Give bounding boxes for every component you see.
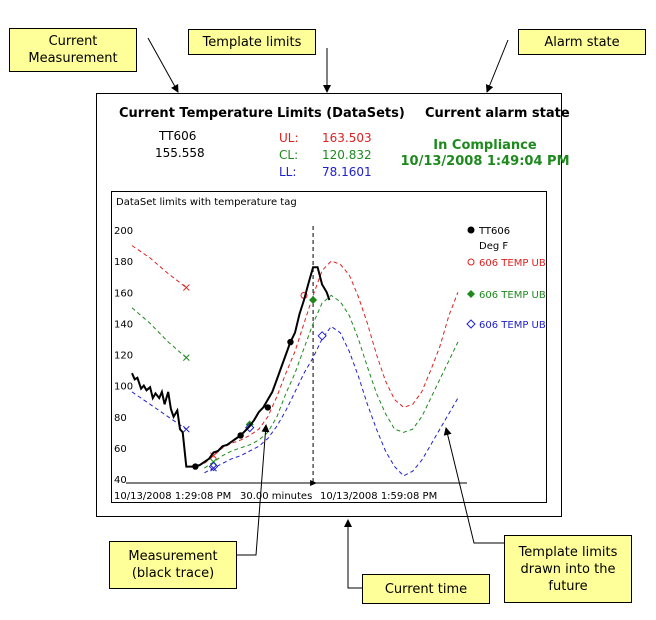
x-label-span: 30.00 minutes [240, 491, 312, 502]
legend-marker-circle [467, 258, 475, 266]
series-tt606-line [131, 266, 331, 468]
y-tick-label: 100 [114, 382, 133, 393]
x-label-start: 10/13/2008 1:29:08 PM [114, 491, 231, 502]
legend-label: 606 TEMP UB.UL [479, 258, 546, 269]
series-606-temp-ub-cl-past-end-marker [182, 354, 190, 361]
series-tt606-marker [237, 432, 244, 439]
current-temperature-title: Current Temperature [119, 106, 273, 121]
callout-alarm-state: Alarm state [518, 29, 646, 55]
display-panel: Current Temperature TT606 155.558 Limits… [96, 93, 570, 517]
callout-measurement: Measurement (black trace) [109, 541, 237, 589]
legend-label: 606 TEMP UB.LL [479, 320, 546, 331]
series-606-temp-ub-ll-line [204, 325, 459, 477]
series-606-temp-ub-cl-past [131, 307, 187, 358]
y-tick-label: 80 [114, 413, 127, 424]
x-label-end: 10/13/2008 1:59:08 PM [320, 491, 437, 502]
cl-label: CL: [279, 148, 299, 162]
series-tt606-marker [264, 404, 272, 411]
chart-title: DataSet limits with temperature tag [116, 197, 297, 208]
legend-unit: Deg F [479, 241, 508, 252]
ll-label: LL: [279, 165, 297, 179]
series-606-temp-ub-cl-line [204, 294, 459, 469]
y-tick-label: 200 [114, 226, 133, 237]
alarm-title: Current alarm state [425, 106, 570, 121]
series-tt606-marker [192, 463, 199, 470]
callout-current-measurement: Current Measurement [9, 28, 137, 72]
arrow-current-measurement [147, 37, 179, 93]
y-tick-label: 120 [114, 351, 133, 362]
ul-value: 163.503 [322, 131, 372, 145]
limits-title: Limits (DataSets) [277, 106, 405, 121]
legend-marker-diamond [467, 290, 475, 298]
series-606-temp-ub-ll-past [131, 391, 187, 430]
series-tt606-marker [287, 338, 294, 346]
arrow-current-time [344, 519, 362, 589]
y-tick-label: 180 [114, 257, 133, 268]
callout-current-time: Current time [362, 574, 490, 604]
series-606-temp-ub-ul-past [131, 245, 187, 288]
y-tick-label: 60 [114, 444, 127, 455]
series-606-temp-ub-ll-marker [317, 331, 327, 341]
cl-value: 120.832 [322, 148, 372, 162]
current-time-marker [310, 480, 318, 486]
y-tick-label: 160 [114, 288, 133, 299]
series-606-temp-ub-ll-start-marker [210, 464, 217, 472]
ul-label: UL: [279, 131, 299, 145]
legend-label: 606 TEMP UB.CL [479, 290, 546, 301]
y-tick-label: 40 [114, 475, 127, 486]
callout-template-limits: Template limits [188, 29, 316, 55]
current-value: 155.558 [155, 146, 205, 160]
legend-marker-diamond-open [466, 319, 476, 329]
y-tick-label: 140 [114, 319, 133, 330]
series-606-temp-ub-ll-past-end-marker [182, 425, 190, 433]
ll-value: 78.1601 [322, 165, 372, 179]
series-606-temp-ub-ul-past-end-marker [182, 284, 190, 291]
trend-chart: DataSet limits with temperature tag 40 60 8… [111, 191, 547, 503]
legend-marker-dot [467, 226, 475, 234]
series-606-temp-ub-cl-marker [309, 296, 318, 305]
alarm-state-text: In Compliance [433, 138, 537, 153]
legend-label: TT606 [478, 226, 510, 237]
alarm-time: 10/13/2008 1:49:04 PM [400, 154, 570, 169]
arrow-alarm-state [485, 39, 509, 93]
tag-name: TT606 [159, 129, 197, 143]
callout-future-limits: Template limits drawn into the future [504, 535, 632, 603]
